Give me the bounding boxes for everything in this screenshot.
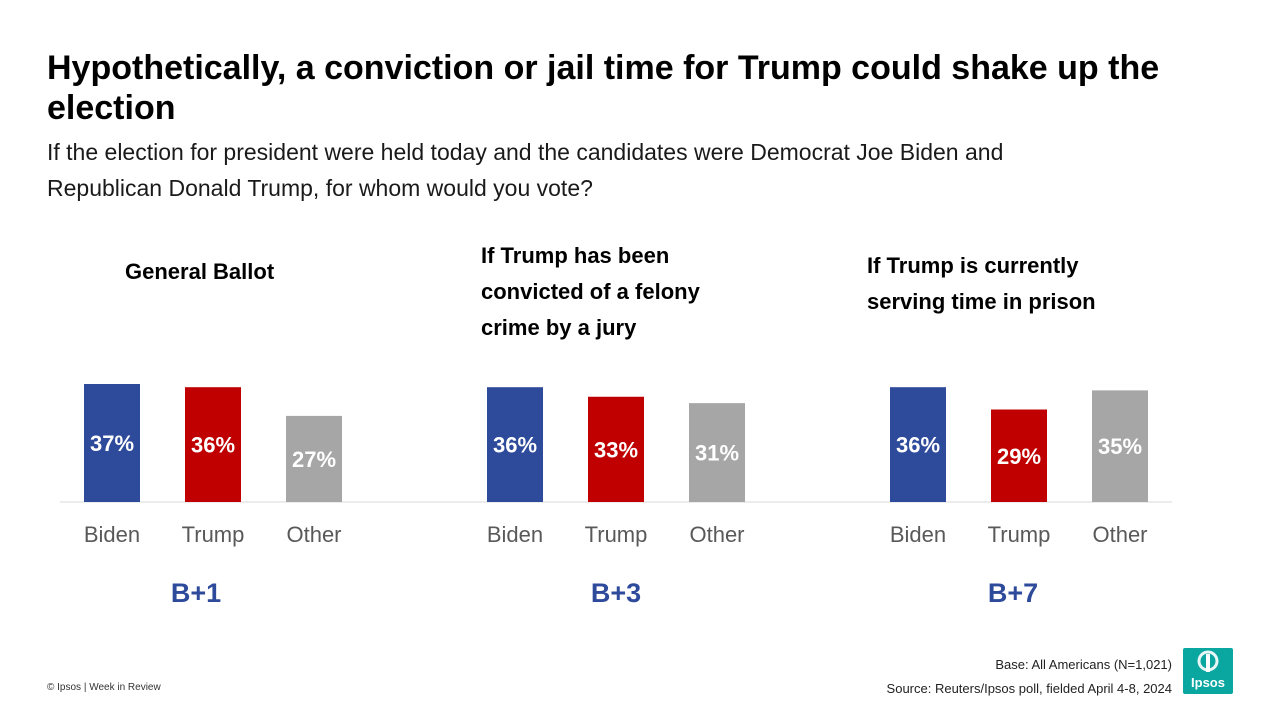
margin-label-prison: B+7: [987, 578, 1039, 608]
margin-label-convicted: B+3: [590, 578, 642, 608]
bar-trump-panel-2: [588, 396, 644, 502]
chart-title: Hypothetically, a conviction or jail tim…: [47, 49, 1160, 127]
value-label-biden-panel-1: 37%: [90, 431, 134, 456]
category-label-trump-panel-3: Trump: [988, 522, 1051, 547]
bar-biden-panel-1: [84, 384, 140, 502]
margin-label-general-ballot: B+1: [170, 578, 222, 608]
bar-biden-panel-3: [890, 387, 946, 502]
bar-trump-panel-1: [185, 387, 241, 502]
value-label-biden-panel-3: 36%: [896, 433, 940, 458]
panel-title-convicted: If Trump has been convicted of a felony …: [481, 243, 700, 340]
category-label-trump-panel-2: Trump: [585, 522, 648, 547]
category-label-other-panel-3: Other: [1092, 522, 1147, 547]
bar-biden-panel-2: [487, 387, 543, 502]
ipsos-logo-text: Ipsos: [1191, 675, 1225, 690]
category-label-other-panel-2: Other: [689, 522, 744, 547]
ipsos-mark-icon: [1197, 650, 1219, 672]
source-note: Source: Reuters/Ipsos poll, fielded Apri…: [886, 681, 1172, 696]
value-label-other-panel-3: 35%: [1098, 434, 1142, 459]
panel-title-general-ballot: General Ballot: [125, 259, 275, 284]
value-label-trump-panel-1: 36%: [191, 433, 235, 458]
category-label-trump-panel-1: Trump: [182, 522, 245, 547]
base-note: Base: All Americans (N=1,021): [995, 657, 1172, 672]
ipsos-logo: Ipsos: [1183, 648, 1233, 694]
bar-other-panel-1: [286, 415, 342, 502]
value-label-other-panel-1: 27%: [292, 447, 336, 472]
bar-other-panel-2: [689, 403, 745, 502]
copyright-note: © Ipsos | Week in Review: [47, 682, 161, 693]
chart-subtitle: If the election for president were held …: [47, 139, 1004, 201]
bar-other-panel-3: [1092, 390, 1148, 502]
category-label-biden-panel-1: Biden: [84, 522, 140, 547]
category-label-other-panel-1: Other: [286, 522, 341, 547]
category-label-biden-panel-2: Biden: [487, 522, 543, 547]
panel-title-prison: If Trump is currently serving time in pr…: [867, 253, 1096, 314]
value-label-other-panel-2: 31%: [695, 441, 739, 466]
bar-trump-panel-3: [991, 409, 1047, 502]
value-label-trump-panel-3: 29%: [997, 444, 1041, 469]
category-label-biden-panel-3: Biden: [890, 522, 946, 547]
value-label-trump-panel-2: 33%: [594, 437, 638, 462]
value-label-biden-panel-2: 36%: [493, 433, 537, 458]
